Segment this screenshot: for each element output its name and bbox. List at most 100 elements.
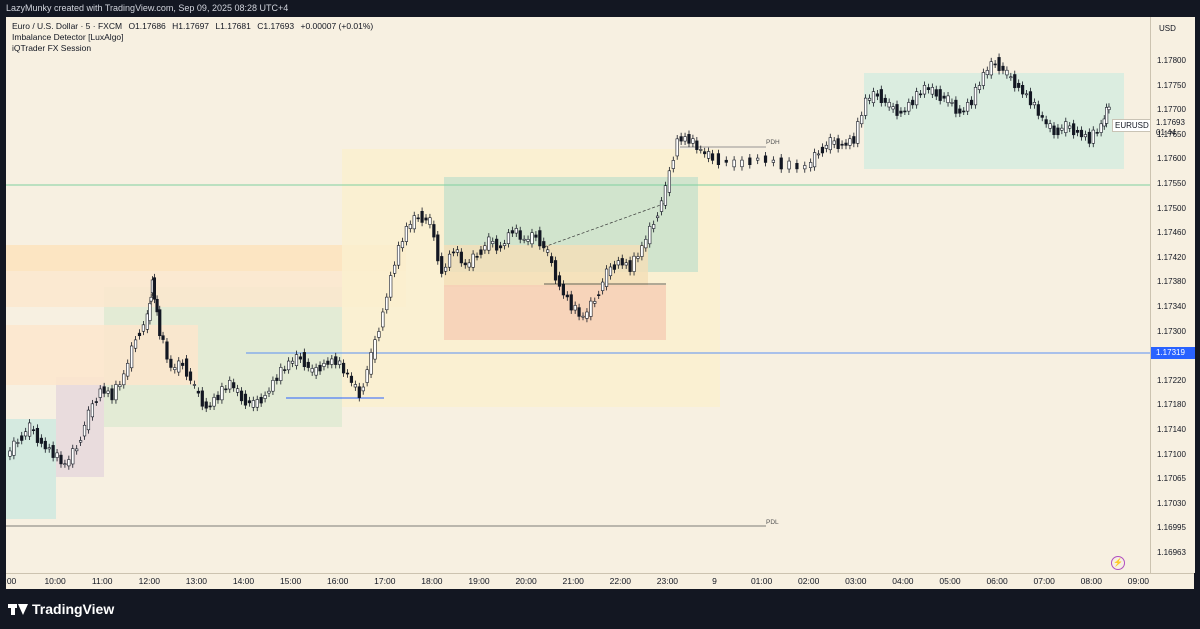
candle-up bbox=[581, 315, 585, 318]
candle-up bbox=[506, 232, 511, 244]
candle-up bbox=[287, 360, 291, 371]
candle-down bbox=[612, 264, 617, 270]
candle-up bbox=[114, 384, 118, 401]
candle-down bbox=[550, 256, 554, 264]
tradingview-logo-icon bbox=[8, 604, 28, 615]
tradingview-logo[interactable]: TradingView bbox=[8, 601, 114, 617]
candle-up bbox=[8, 450, 12, 457]
candle-up bbox=[514, 228, 518, 234]
candle-up bbox=[338, 360, 342, 365]
candle-down bbox=[1001, 65, 1005, 71]
candle-up bbox=[428, 217, 432, 225]
candle-up bbox=[365, 369, 369, 383]
candle-up bbox=[585, 311, 589, 319]
candle-down bbox=[479, 249, 483, 255]
candle-up bbox=[330, 358, 334, 365]
candle-down bbox=[51, 445, 55, 458]
candle-up bbox=[90, 403, 94, 418]
candle-up bbox=[809, 162, 813, 169]
time-tick-label: 20:00 bbox=[515, 576, 537, 586]
price-tick-label: 1.17700 bbox=[1157, 105, 1186, 115]
candle-up bbox=[361, 386, 365, 392]
candle-down bbox=[911, 99, 915, 106]
candle-up bbox=[667, 170, 671, 193]
time-tick-label: 10:00 bbox=[44, 576, 66, 586]
candle-up bbox=[106, 390, 110, 394]
candle-down bbox=[318, 364, 322, 372]
chart-legend: Euro / U.S. Dollar · 5 · FXCM O1.17686 H… bbox=[12, 21, 377, 54]
imbalance-zone-1 bbox=[6, 245, 406, 271]
brand-text: TradingView bbox=[32, 601, 115, 617]
candle-down bbox=[748, 157, 752, 166]
candle-down bbox=[844, 142, 848, 146]
candle-up bbox=[141, 324, 146, 332]
candle-down bbox=[275, 377, 279, 381]
price-tick-label: 1.17600 bbox=[1157, 154, 1186, 164]
candle-up bbox=[640, 245, 644, 257]
candle-down bbox=[679, 136, 683, 142]
candle-up bbox=[824, 144, 828, 149]
candle-up bbox=[832, 140, 836, 145]
legend-change: +0.00007 (+0.01%) bbox=[300, 21, 374, 31]
candle-down bbox=[879, 89, 883, 104]
candle-up bbox=[447, 253, 452, 268]
candle-down bbox=[518, 230, 522, 240]
candle-up bbox=[989, 61, 993, 76]
candle-down bbox=[620, 258, 624, 266]
candle-up bbox=[864, 97, 868, 116]
candle-down bbox=[1040, 115, 1044, 118]
candle-down bbox=[110, 388, 114, 401]
time-axis[interactable]: 9:00 10:00 11:00 12:00 13:00 14:00 15:00 16:00 1… bbox=[0, 573, 1194, 590]
price-chart[interactable] bbox=[6, 17, 1150, 573]
candle-down bbox=[1044, 119, 1048, 125]
pdl-label: PDL bbox=[766, 519, 779, 526]
candle-down bbox=[155, 298, 159, 313]
candle-up bbox=[946, 95, 950, 104]
candle-up bbox=[149, 296, 153, 302]
time-tick-label: 21:00 bbox=[562, 576, 584, 586]
price-tick-label: 1.17650 bbox=[1157, 129, 1186, 139]
candle-up bbox=[756, 157, 760, 161]
candle-up bbox=[707, 151, 711, 159]
candle-up bbox=[118, 384, 122, 388]
currency-label[interactable]: USD bbox=[1159, 24, 1176, 33]
candle-up bbox=[655, 215, 660, 219]
price-tick-label: 1.17140 bbox=[1157, 425, 1186, 434]
candle-down bbox=[31, 429, 36, 431]
ripple-icon[interactable]: ⚡ bbox=[1111, 556, 1125, 570]
candle-down bbox=[561, 283, 565, 296]
candle-up bbox=[483, 245, 487, 251]
time-tick-label: 12:00 bbox=[138, 576, 160, 586]
candle-up bbox=[812, 152, 817, 168]
candle-down bbox=[899, 110, 903, 114]
candle-up bbox=[871, 91, 876, 104]
candle-up bbox=[487, 236, 491, 251]
candle-up bbox=[915, 91, 919, 106]
candle-down bbox=[349, 375, 354, 383]
candle-down bbox=[510, 230, 514, 234]
candle-up bbox=[267, 390, 271, 394]
symbol-badge[interactable]: EURUSD bbox=[1112, 119, 1150, 132]
price-tick-label: 1.17340 bbox=[1157, 302, 1186, 311]
candle-up bbox=[644, 239, 648, 249]
chart-area[interactable]: Euro / U.S. Dollar · 5 · FXCM O1.17686 H… bbox=[6, 17, 1150, 573]
candle-up bbox=[75, 448, 79, 452]
candle-up bbox=[608, 266, 613, 277]
candle-up bbox=[867, 97, 872, 101]
candle-up bbox=[16, 442, 20, 444]
candle-down bbox=[903, 110, 907, 113]
candle-up bbox=[444, 266, 448, 272]
candle-down bbox=[1095, 132, 1099, 134]
legend-indicator-session[interactable]: iQTrader FX Session bbox=[12, 43, 92, 53]
price-tick-label: 1.16995 bbox=[1157, 523, 1186, 533]
candle-down bbox=[954, 99, 958, 114]
candle-up bbox=[322, 362, 326, 367]
legend-high: H1.17697 bbox=[172, 21, 210, 31]
imbalance-zone-2 bbox=[6, 271, 406, 307]
legend-symbol[interactable]: Euro / U.S. Dollar · 5 · FXCM bbox=[12, 21, 123, 31]
price-axis[interactable]: USD 1.17800 1.17750 1.17700 1.17650 1.17600 1… bbox=[1150, 17, 1195, 573]
time-tick-label: 22:00 bbox=[609, 576, 631, 586]
legend-indicator-imbalance[interactable]: Imbalance Detector [LuxAlgo] bbox=[12, 32, 124, 42]
candle-down bbox=[820, 146, 825, 154]
candle-up bbox=[1107, 106, 1111, 110]
